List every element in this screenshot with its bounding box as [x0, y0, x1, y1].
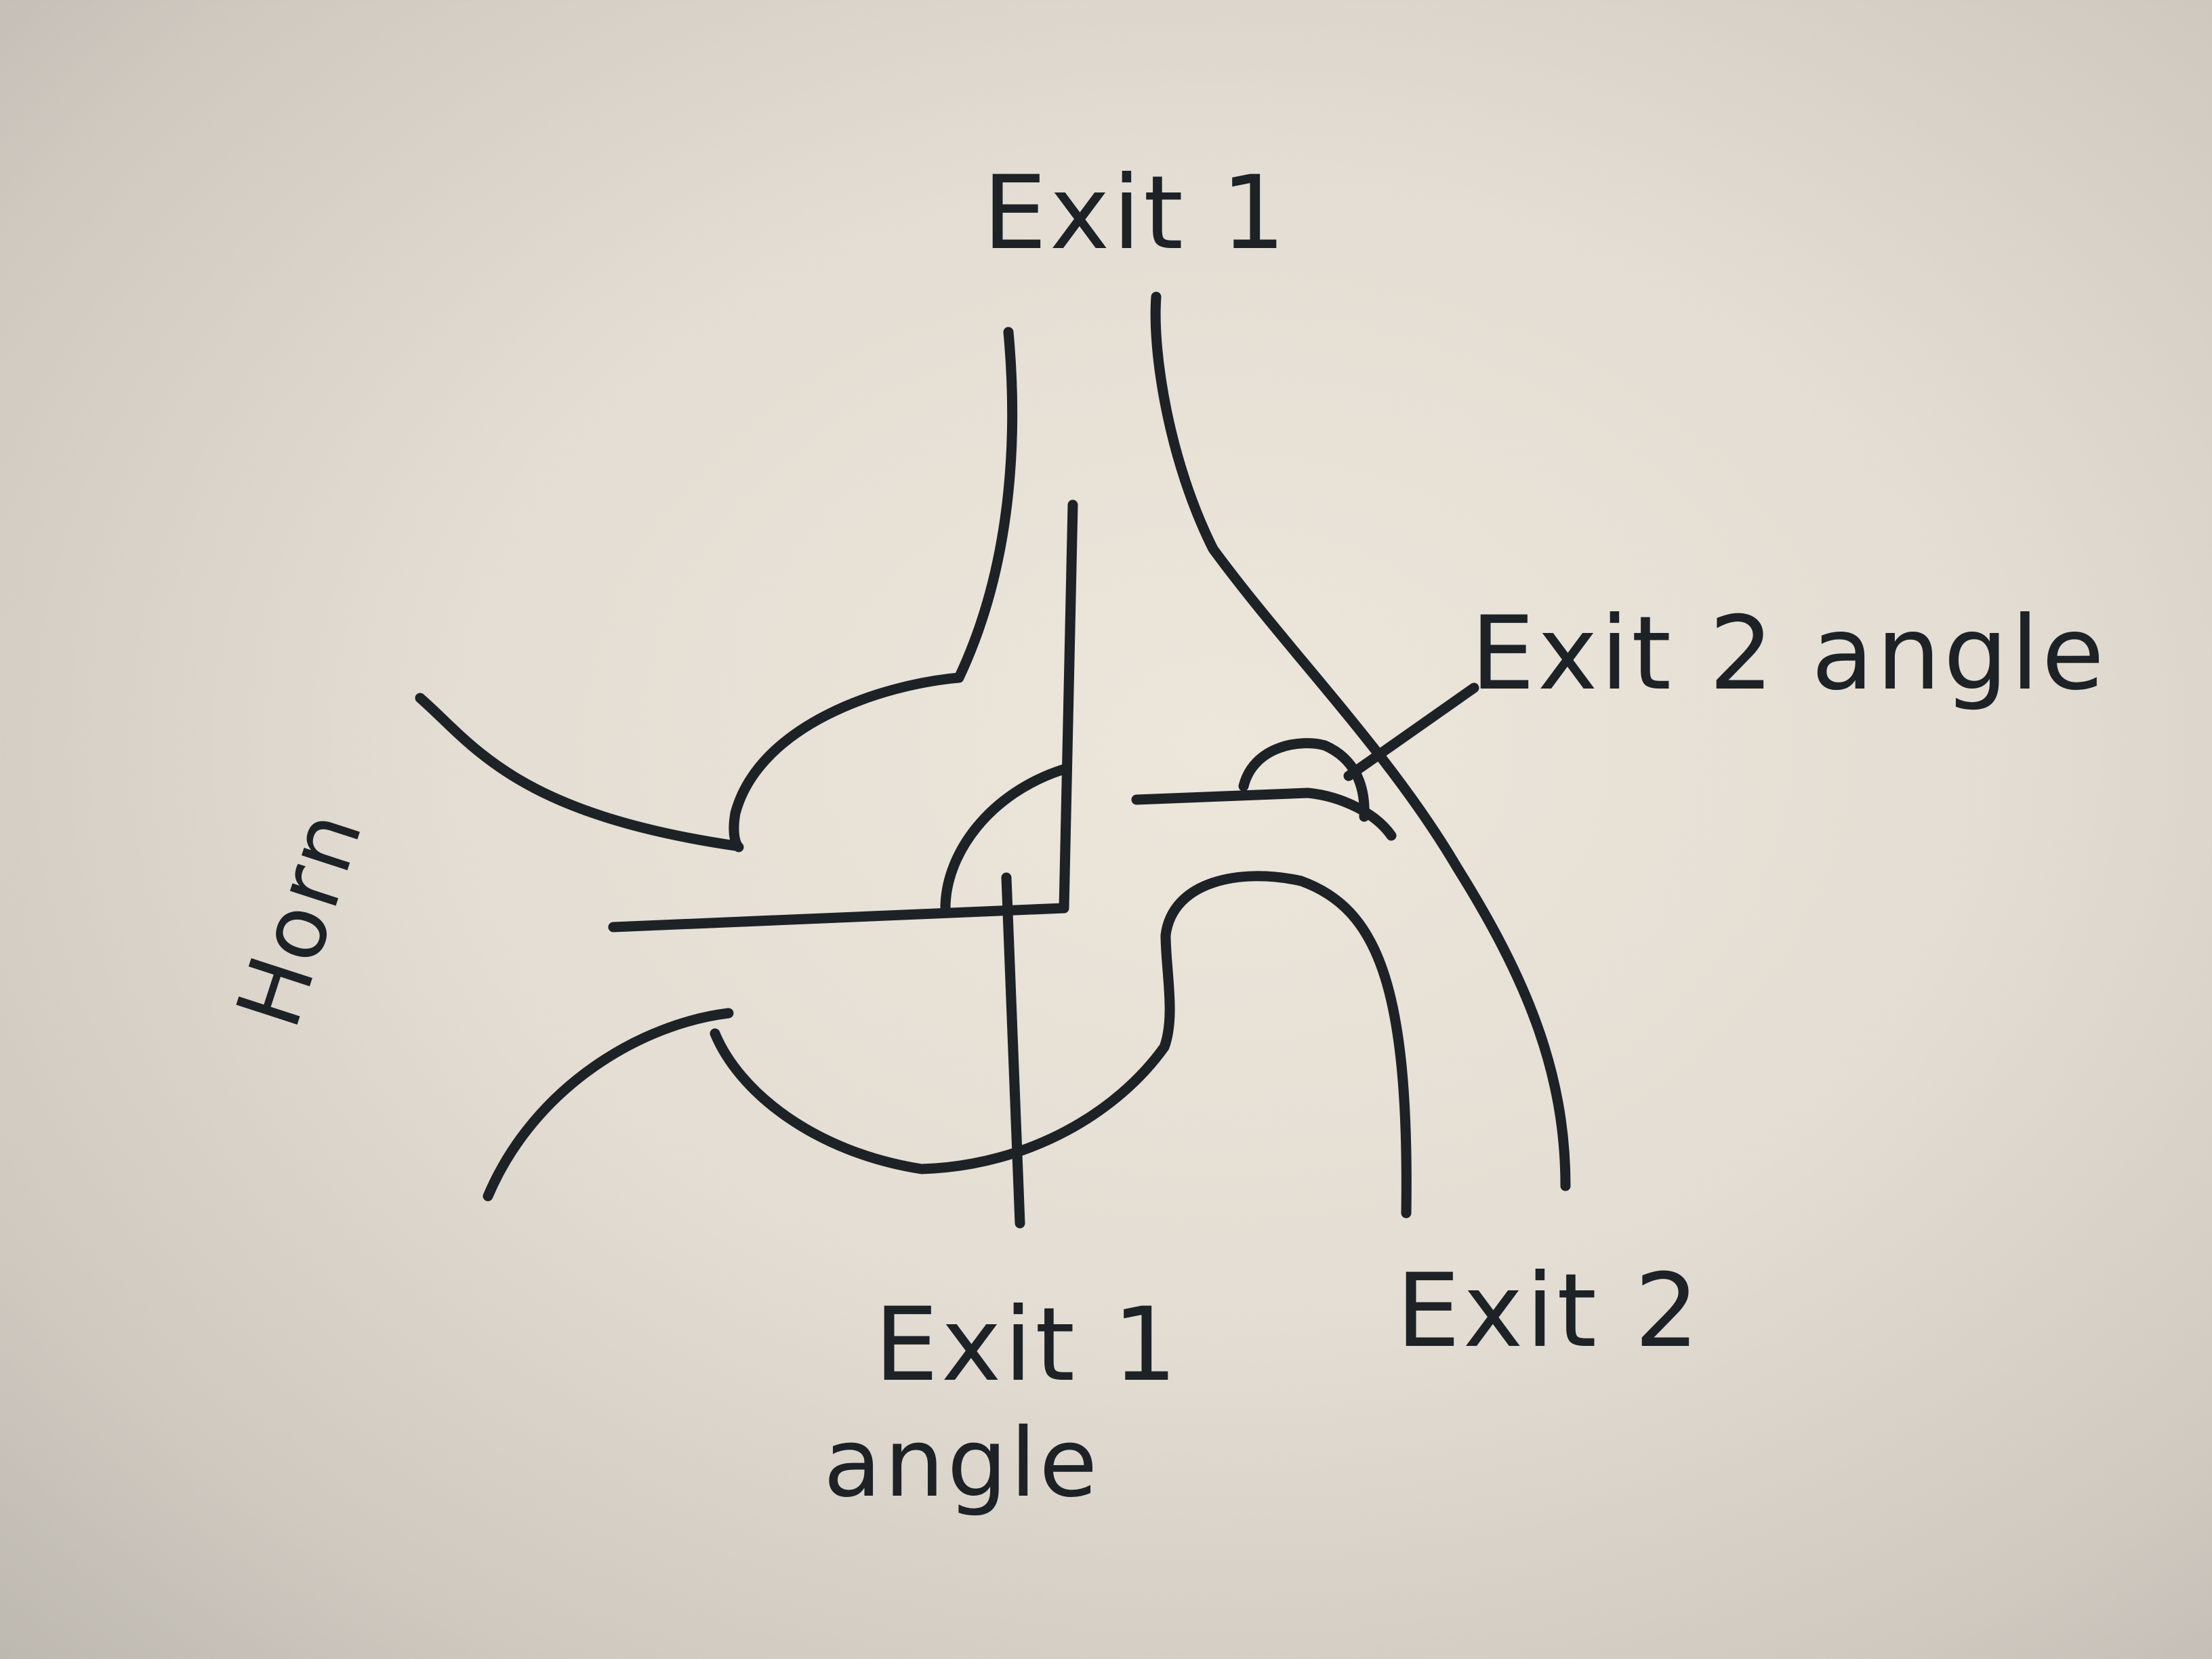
vertical-reference-line: [1059, 499, 1078, 914]
exit2-angle-arc: [1238, 738, 1370, 822]
exit2-angle-label: Exit 2 angle: [1471, 595, 2107, 713]
exit2-reference-line: [1131, 787, 1397, 841]
center-bend: [710, 871, 1412, 1218]
exit1-angle-arc: [940, 764, 1069, 914]
exit1-right-wall: [1150, 291, 1571, 1191]
exit1-left-wall: [729, 327, 1018, 853]
exit1-label: Exit 1: [983, 155, 1289, 272]
horn-upper-wall: [415, 693, 741, 851]
exit1-angle-pointer: [1001, 872, 1025, 1229]
exit1-angle-label-line1: Exit 1: [874, 1286, 1181, 1404]
exit2-label: Exit 2: [1396, 1252, 1702, 1370]
exit1-angle-label-line2: angle: [823, 1408, 1101, 1519]
horizontal-reference-line: [608, 903, 1069, 933]
exit2-angle-pointer: [1343, 682, 1479, 781]
horn-lower-wall: [483, 1008, 734, 1202]
